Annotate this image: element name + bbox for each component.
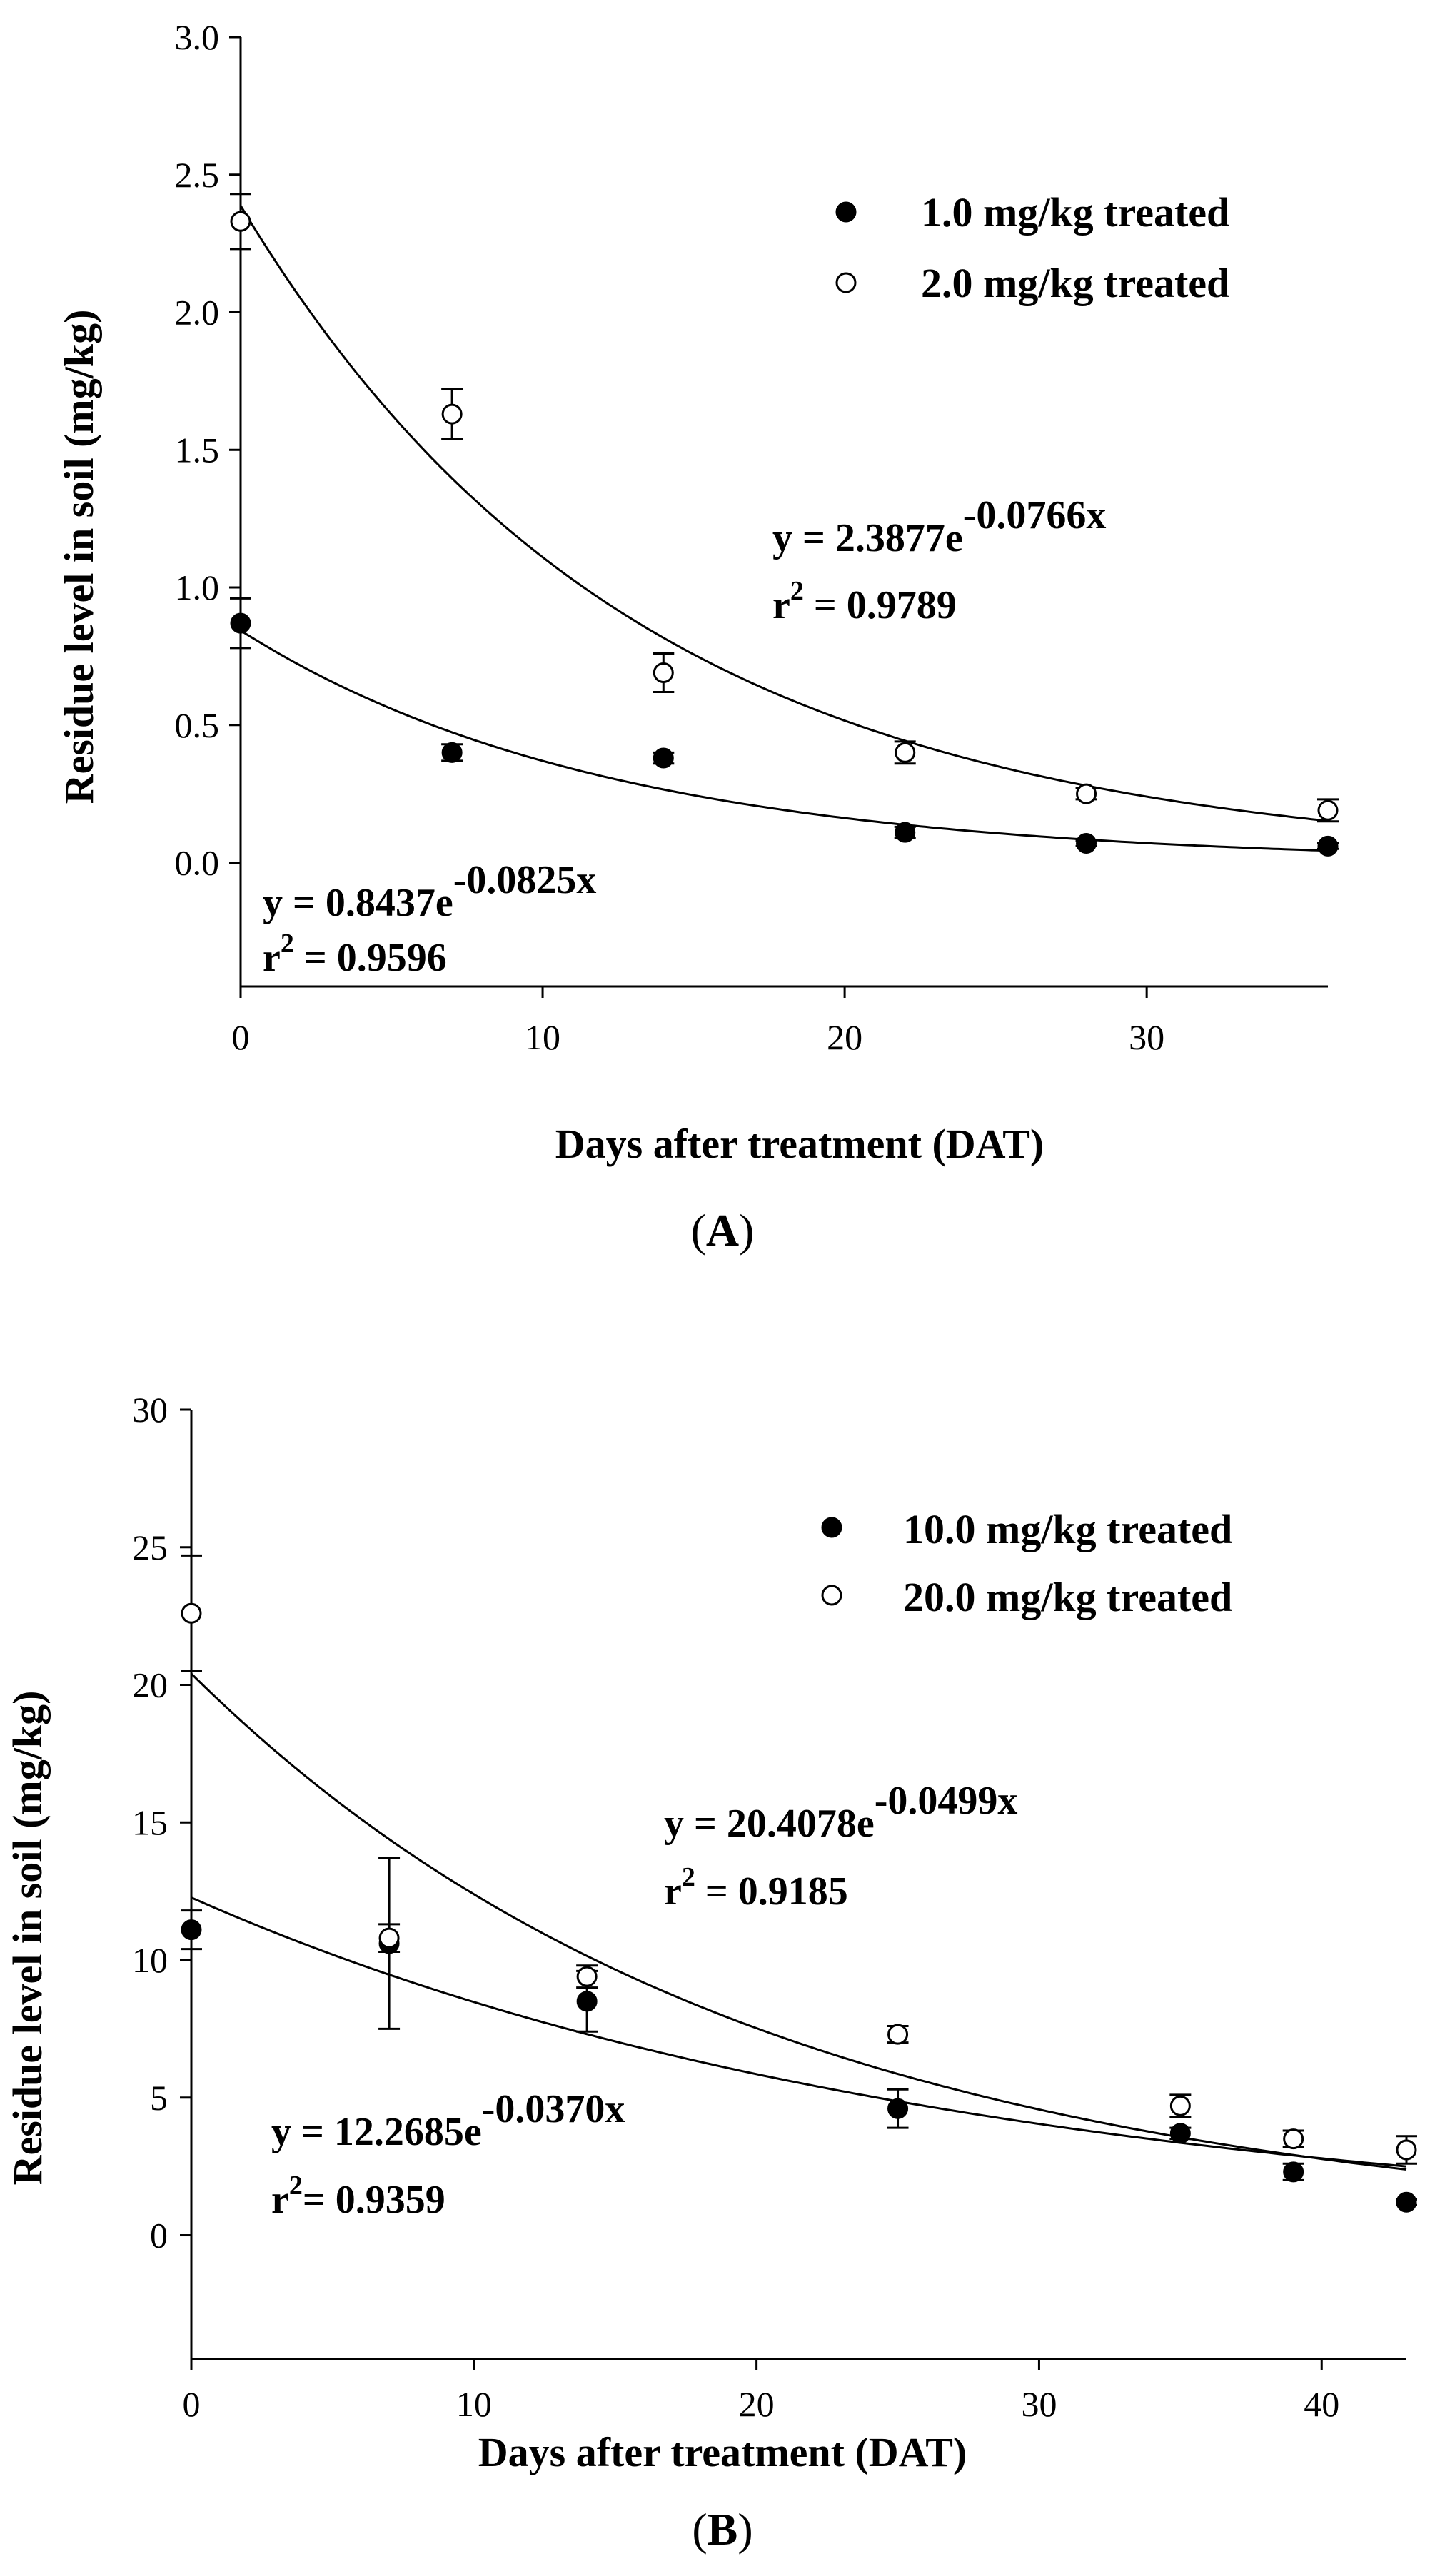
- panel-b-legend-marker-1: [822, 1518, 841, 1537]
- panel-a-y-tick-label: 0.0: [175, 843, 220, 883]
- panel-b-x-tick-label: 10: [456, 2384, 492, 2424]
- panel-a-x-tick-label: 0: [232, 1017, 250, 1057]
- panel-b-y-tick-label: 10: [132, 1940, 168, 1980]
- panel-b-series-1-point: [1284, 2163, 1303, 2181]
- panel-b-fit-curve-2: [191, 1674, 1406, 2170]
- panel-b-series-2-point: [182, 1604, 201, 1622]
- panel-b-legend: 10.0 mg/kg treated 20.0 mg/kg treated: [822, 1506, 1232, 1620]
- panel-a-y-tick-label: 1.0: [175, 567, 220, 607]
- panel-a-legend: 1.0 mg/kg treated 2.0 mg/kg treated: [837, 189, 1229, 306]
- panel-b-y-tick-label: 15: [132, 1802, 168, 1842]
- panel-b-series-1-point: [1171, 2124, 1189, 2143]
- panel-a-x-axis-title: Days after treatment (DAT): [555, 1121, 1044, 1167]
- panel-b-series-1-point: [889, 2099, 907, 2118]
- panel-a-y-axis-title: Residue level in soil (mg/kg): [56, 310, 102, 804]
- panel-b-equation-10mg: y = 12.2685e-0.0370x r2= 0.9359: [271, 2087, 625, 2222]
- panel-a-series-1-point: [231, 614, 250, 632]
- panel-b-x-tick-label: 20: [739, 2384, 775, 2424]
- panel-b-y-tick-label: 25: [132, 1527, 168, 1567]
- panel-b-series-1-point: [578, 1992, 596, 2011]
- panel-a-legend-label-1: 1.0 mg/kg treated: [921, 189, 1229, 236]
- panel-a-x-tick-label: 20: [827, 1017, 862, 1057]
- panel-b-series-2-point: [380, 1929, 398, 1947]
- panel-b-x-axis-title: Days after treatment (DAT): [478, 2429, 967, 2475]
- panel-b-caption: (B): [692, 2504, 752, 2555]
- panel-a-x-tick-label: 10: [525, 1017, 560, 1057]
- panel-b-x-tick-label: 0: [183, 2384, 201, 2424]
- panel-a-y-tick-label: 2.0: [175, 293, 220, 333]
- panel-b-legend-marker-2: [822, 1586, 841, 1605]
- panel-b-x-tick-label: 40: [1304, 2384, 1339, 2424]
- panel-a-y-tick-label: 1.5: [175, 430, 220, 470]
- panel-b-series-2-point: [1397, 2141, 1416, 2159]
- panel-b-series-1-point: [182, 1921, 201, 1939]
- panel-a-equation-1mg-r2: r2 = 0.9596: [263, 929, 447, 980]
- panel-a-series-2-point: [443, 405, 461, 423]
- panel-a-y-tick-label: 2.5: [175, 155, 220, 195]
- panel-a-chart: 0 10 20 30 0.0 0.5 1.0 1.5 2.0 2.5 3.0 Residue lev…: [56, 17, 1339, 1256]
- panel-a-equation-2mg-fit: y = 2.3877e-0.0766x: [772, 493, 1106, 560]
- panel-b-series-1-point: [1397, 2193, 1416, 2211]
- panel-b-legend-label-1: 10.0 mg/kg treated: [903, 1506, 1232, 1552]
- panel-a-x-tick-label: 30: [1129, 1017, 1164, 1057]
- panel-a-fit-curve-1: [241, 630, 1328, 851]
- panel-b-y-tick-label: 30: [132, 1390, 168, 1430]
- panel-b-y-tick-label: 20: [132, 1665, 168, 1705]
- panel-b-y-tick-label: 0: [150, 2216, 168, 2256]
- panel-a-y-tick-label: 0.5: [175, 705, 220, 745]
- panel-a-series-2-point: [654, 664, 673, 682]
- panel-b-series-2-point: [1284, 2130, 1303, 2148]
- panel-a-equation-2mg: y = 2.3877e-0.0766x r2 = 0.9789: [772, 493, 1106, 627]
- panel-b-chart: 0 10 20 30 40 0 5 10 15 20 25 30 Residue level in s…: [4, 1390, 1417, 2555]
- panel-b-y-axis-title: Residue level in soil (mg/kg): [4, 1691, 51, 2186]
- panel-b-x-tick-label: 30: [1021, 2384, 1057, 2424]
- panel-a-series-2-point: [896, 743, 915, 762]
- panel-b-equation-20mg: y = 20.4078e-0.0499x r2 = 0.9185: [664, 1779, 1017, 1914]
- panel-a-series-1-point: [896, 823, 915, 842]
- panel-b-series-2-point: [578, 1967, 596, 1986]
- panel-b-equation-20mg-fit: y = 20.4078e-0.0499x: [664, 1779, 1017, 1846]
- panel-b-equation-10mg-fit: y = 12.2685e-0.0370x: [271, 2087, 625, 2154]
- panel-a-caption: (A): [691, 1205, 755, 1256]
- panel-a-equation-2mg-r2: r2 = 0.9789: [772, 576, 957, 627]
- panel-b-y-tick-label: 5: [150, 2078, 168, 2118]
- panel-a-series-2-point: [1077, 784, 1096, 803]
- panel-a-series-1-point: [654, 749, 673, 767]
- figure: 0 10 20 30 0.0 0.5 1.0 1.5 2.0 2.5 3.0 Residue lev…: [0, 0, 1430, 2576]
- panel-a-series-1-point: [1319, 837, 1337, 855]
- panel-b-legend-label-2: 20.0 mg/kg treated: [903, 1574, 1232, 1620]
- panel-a-equation-1mg-fit: y = 0.8437e-0.0825x: [263, 858, 596, 925]
- panel-a-series-1-point: [1077, 834, 1096, 853]
- panel-a-legend-label-2: 2.0 mg/kg treated: [921, 260, 1229, 306]
- panel-a-legend-marker-1: [837, 203, 855, 221]
- panel-b-series-2-point: [1171, 2096, 1189, 2115]
- panel-a-legend-marker-2: [837, 273, 855, 292]
- panel-b-equation-10mg-r2: r2= 0.9359: [271, 2171, 445, 2222]
- panel-a-series-2-point: [231, 212, 250, 231]
- panel-a-series-2-point: [1319, 801, 1337, 819]
- panel-a-equation-1mg: y = 0.8437e-0.0825x r2 = 0.9596: [263, 858, 596, 980]
- panel-a-y-tick-label: 3.0: [175, 17, 220, 57]
- panel-b-equation-20mg-r2: r2 = 0.9185: [664, 1862, 848, 1914]
- panel-a-series-1-point: [443, 743, 461, 762]
- panel-b-series-2-point: [889, 2025, 907, 2044]
